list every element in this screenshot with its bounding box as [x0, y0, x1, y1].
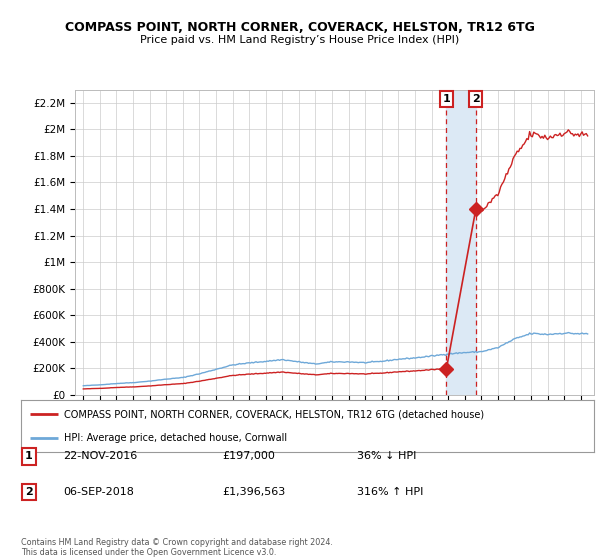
Text: 22-NOV-2016: 22-NOV-2016 [63, 451, 137, 461]
Bar [446, 90, 476, 395]
Text: 2: 2 [472, 94, 479, 104]
Text: Contains HM Land Registry data © Crown copyright and database right 2024.
This d: Contains HM Land Registry data © Crown c… [21, 538, 333, 557]
Text: £1,396,563: £1,396,563 [222, 487, 285, 497]
Text: 2: 2 [25, 487, 32, 497]
Text: 316% ↑ HPI: 316% ↑ HPI [357, 487, 424, 497]
Text: COMPASS POINT, NORTH CORNER, COVERACK, HELSTON, TR12 6TG (detached house): COMPASS POINT, NORTH CORNER, COVERACK, H… [64, 409, 484, 419]
Text: 06-SEP-2018: 06-SEP-2018 [63, 487, 134, 497]
Text: 1: 1 [25, 451, 32, 461]
Text: £197,000: £197,000 [222, 451, 275, 461]
Text: Price paid vs. HM Land Registry’s House Price Index (HPI): Price paid vs. HM Land Registry’s House … [140, 35, 460, 45]
Text: 36% ↓ HPI: 36% ↓ HPI [357, 451, 416, 461]
Text: HPI: Average price, detached house, Cornwall: HPI: Average price, detached house, Corn… [64, 433, 287, 443]
Text: 1: 1 [443, 94, 450, 104]
Text: COMPASS POINT, NORTH CORNER, COVERACK, HELSTON, TR12 6TG: COMPASS POINT, NORTH CORNER, COVERACK, H… [65, 21, 535, 34]
